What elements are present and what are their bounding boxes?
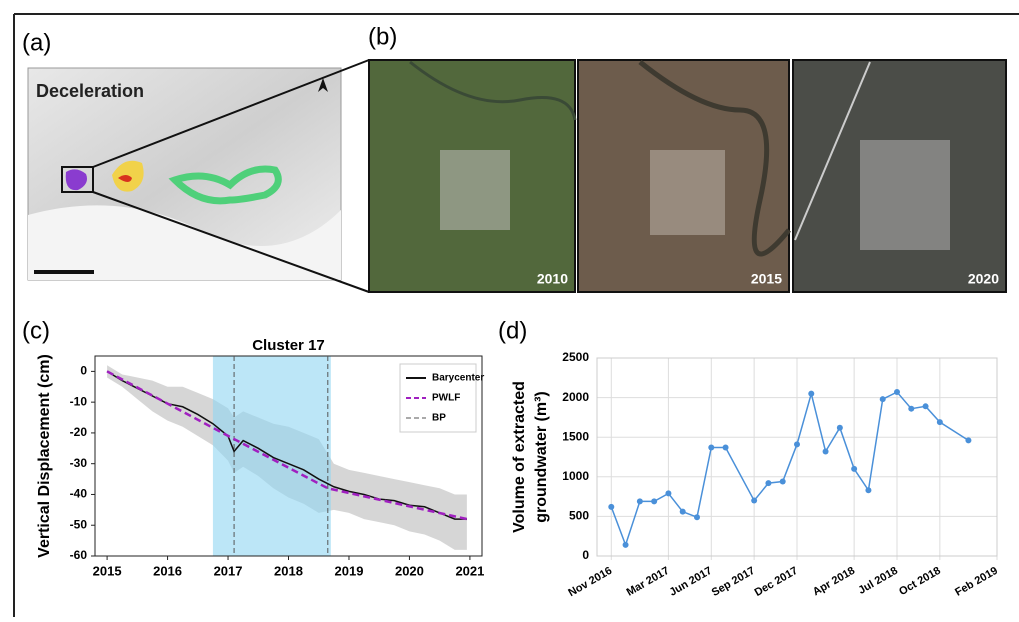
y-axis-label: groundwater (m³) — [533, 391, 550, 523]
y-tick-label: 1000 — [562, 469, 589, 483]
y-tick-label: 0 — [80, 364, 87, 378]
panel-label: (c) — [22, 317, 50, 344]
urban-area — [860, 140, 950, 250]
point — [823, 448, 829, 454]
x-tick-label: 2019 — [335, 563, 364, 578]
y-tick-label: -40 — [70, 487, 88, 501]
x-tick-label: Jun 2017 — [667, 565, 714, 599]
point — [837, 425, 843, 431]
x-tick-label: 2015 — [93, 563, 122, 578]
point — [680, 509, 686, 515]
x-tick-label: Sep 2017 — [710, 565, 757, 599]
y-tick-label: -60 — [70, 548, 88, 562]
point — [780, 479, 786, 485]
point — [623, 542, 629, 548]
y-tick-label: 2000 — [562, 390, 589, 404]
x-tick-label: Nov 2016 — [566, 565, 614, 600]
point — [794, 441, 800, 447]
point — [751, 498, 757, 504]
urban-area — [650, 150, 725, 235]
chart-title: Cluster 17 — [252, 337, 325, 354]
point — [637, 498, 643, 504]
point — [923, 403, 929, 409]
point — [908, 406, 914, 412]
year-label: 2010 — [537, 271, 568, 287]
point — [808, 391, 814, 397]
line — [611, 392, 968, 545]
point — [894, 389, 900, 395]
point — [880, 396, 886, 402]
y-tick-label: -30 — [70, 456, 88, 470]
legend-label: PWLF — [432, 393, 460, 404]
panel-label: (b) — [368, 23, 397, 50]
figure: (a) Deceleration (b) 2010 2015 2020 (c) C… — [0, 0, 1019, 617]
x-tick-label: 2020 — [395, 563, 424, 578]
x-tick-label: 2018 — [274, 563, 303, 578]
year-label: 2015 — [751, 271, 782, 287]
legend-label: Barycenter — [432, 373, 484, 384]
point — [723, 444, 729, 450]
y-axis-label: Volume of extracted — [511, 381, 528, 533]
y-tick-label: 2500 — [562, 350, 589, 364]
map-title: Deceleration — [36, 81, 144, 101]
y-axis-label: Vertical Displacement (cm) — [36, 354, 53, 558]
x-tick-label: 2017 — [214, 563, 243, 578]
point — [708, 444, 714, 450]
legend-label: BP — [432, 413, 446, 424]
x-tick-label: Jul 2018 — [856, 565, 900, 597]
y-tick-label: 1500 — [562, 429, 589, 443]
y-tick-label: 500 — [569, 509, 589, 523]
x-tick-label: Feb 2019 — [953, 565, 1000, 599]
point — [665, 490, 671, 496]
y-tick-label: -10 — [70, 394, 88, 408]
point — [694, 514, 700, 520]
x-tick-label: 2016 — [153, 563, 182, 578]
urban-area — [440, 150, 510, 230]
point — [865, 487, 871, 493]
y-tick-label: -50 — [70, 517, 88, 531]
x-tick-label: Mar 2017 — [625, 565, 672, 599]
point — [851, 466, 857, 472]
point — [765, 480, 771, 486]
point — [608, 504, 614, 510]
point — [965, 437, 971, 443]
panel-label: (d) — [498, 317, 527, 344]
year-label: 2020 — [968, 271, 999, 287]
panel-label: (a) — [22, 29, 51, 56]
x-tick-label: Dec 2017 — [753, 565, 800, 599]
y-tick-label: 0 — [582, 548, 589, 562]
point — [651, 498, 657, 504]
point — [937, 419, 943, 425]
y-tick-label: -20 — [70, 425, 88, 439]
x-tick-label: 2021 — [455, 563, 484, 578]
x-tick-label: Apr 2018 — [811, 565, 857, 599]
x-tick-label: Oct 2018 — [897, 565, 943, 598]
scale-bar — [34, 270, 94, 274]
